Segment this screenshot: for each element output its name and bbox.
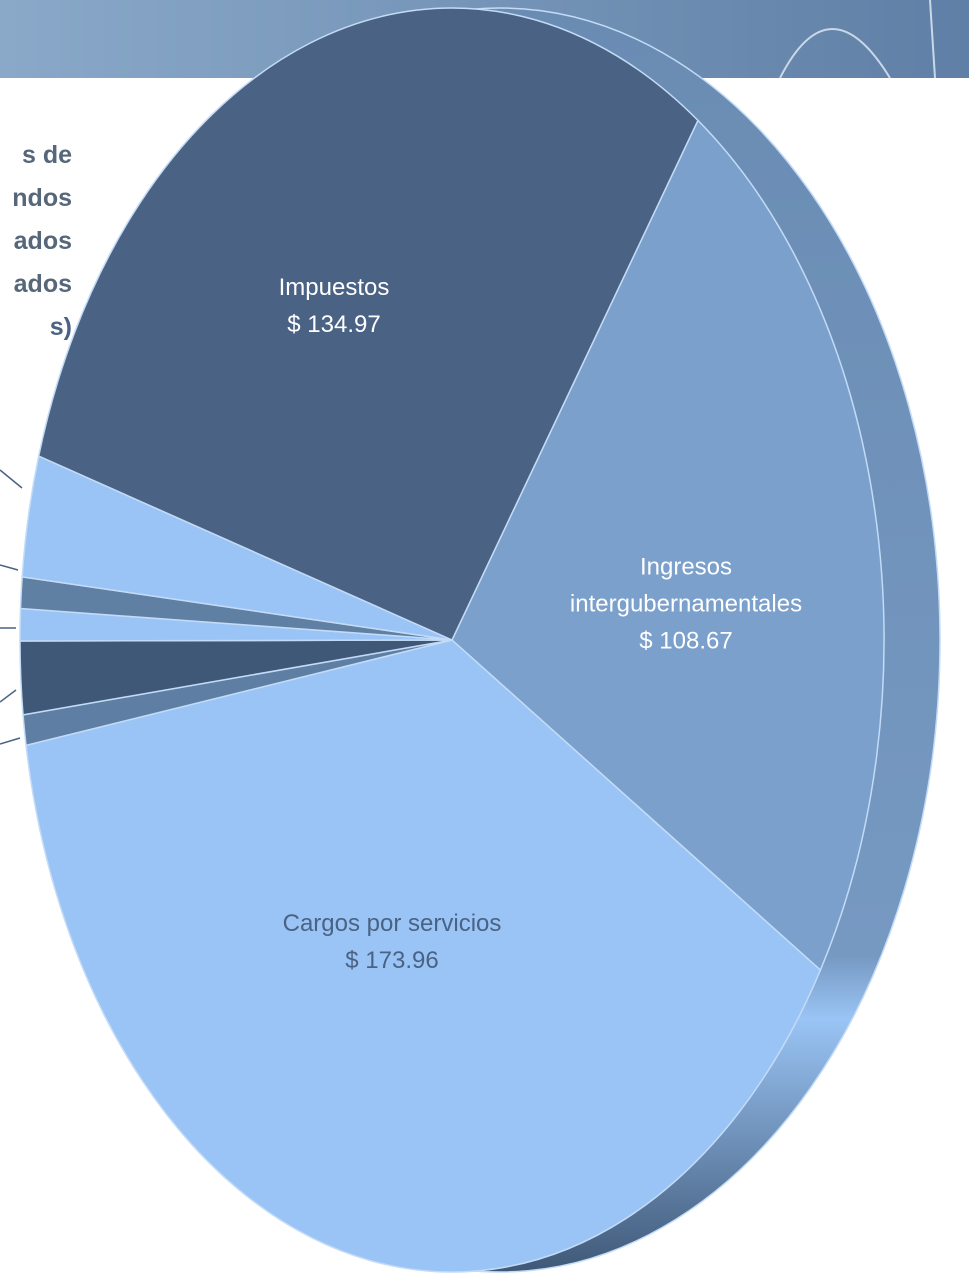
title-line: s de [21,141,72,169]
pie-slice [451,119,885,972]
chart-title: s de ndos ados ados s) [12,134,72,349]
slice-category: Impuestos [278,274,390,301]
slice-category: Cargos por servicios [282,910,502,937]
leader-lines [0,469,23,745]
pie-slice [37,7,699,641]
banner-decoration [779,0,936,79]
slice-category: Ingresos intergubernamen­tales [569,553,803,618]
slice-label: Impuestos $ 134.97 [254,269,414,343]
title-line: ndos [12,184,72,212]
slice-value: $ 108.67 [639,627,733,655]
slice-label: Ingresos intergubernamen­tales $ 108.67 [566,549,806,660]
title-line: ados [13,227,72,255]
slice-value: $ 134.97 [287,311,381,338]
pie-slice [25,639,822,1273]
title-line: ados [13,270,72,298]
title-line: s) [49,313,72,341]
slice-value: $ 173.96 [345,947,439,974]
slice-label: Cargos por servicios $ 173.96 [257,905,527,979]
